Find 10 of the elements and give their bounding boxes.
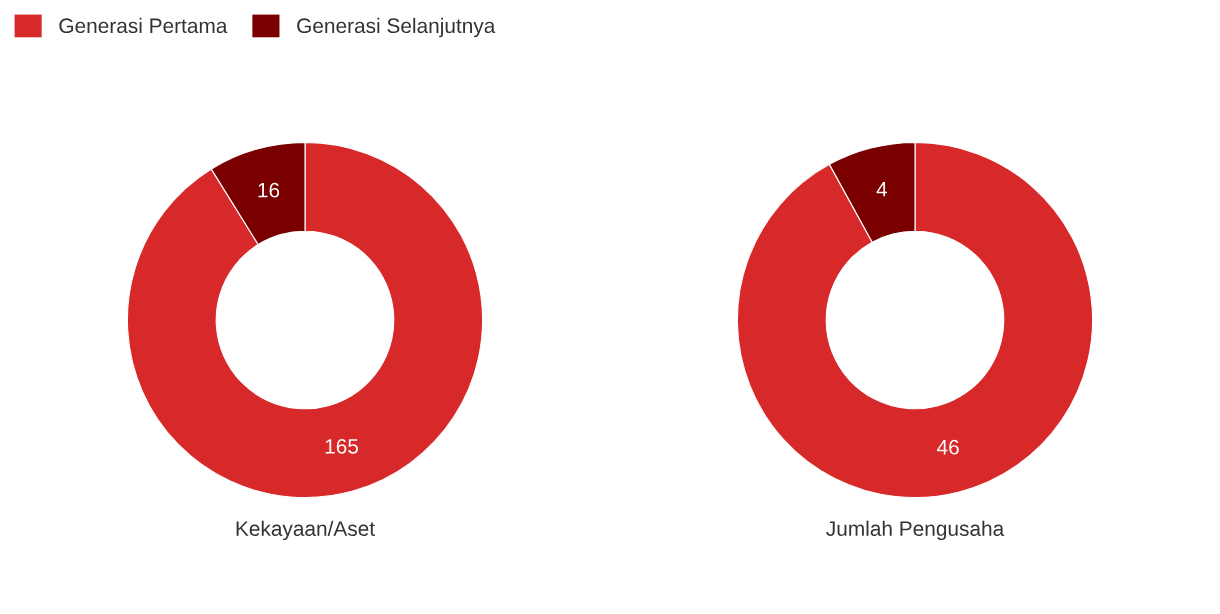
legend-label: Generasi Pertama	[59, 17, 228, 34]
donut-slice	[126, 141, 484, 499]
data-label: 16	[258, 182, 280, 198]
donut-slice	[736, 141, 1094, 499]
data-label: 165	[325, 438, 359, 454]
data-label: 46	[937, 439, 959, 455]
text: Jumlah Pengusaha	[826, 520, 1005, 541]
data-label: 4	[876, 182, 888, 197]
text: Kekayaan/Aset	[236, 520, 375, 541]
legend-label: Generasi Selanjutnya	[297, 17, 496, 38]
